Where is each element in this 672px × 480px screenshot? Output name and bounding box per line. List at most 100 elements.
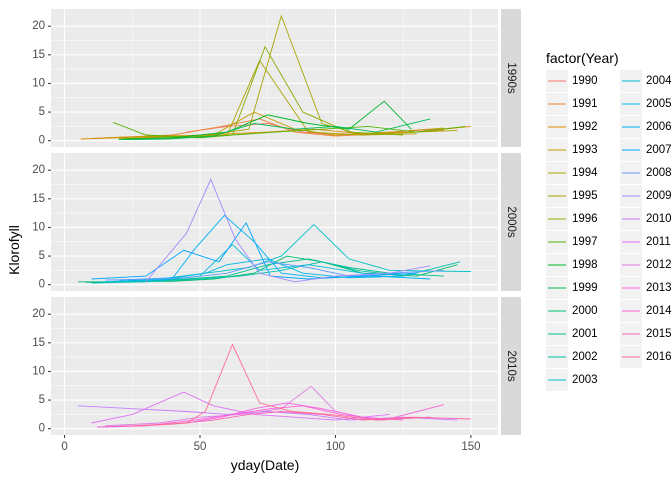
- legend-label: 1990: [572, 75, 598, 87]
- panel-2000s: [51, 153, 498, 291]
- legend-item-2005: 2005: [620, 93, 672, 115]
- legend-label: 2010: [646, 213, 672, 225]
- legend-item-2009: 2009: [620, 185, 672, 207]
- series-line-2007: [91, 221, 417, 280]
- series-line-1999: [118, 118, 431, 141]
- series-line-2004: [105, 243, 417, 283]
- y-tick-label: 15: [32, 337, 45, 349]
- series-line-1995: [145, 14, 417, 138]
- y-axes: 0 5 10 15 20 0 5 10 15 20 0 5 10 15 20: [32, 20, 51, 435]
- y-tick-label: 15: [32, 193, 45, 205]
- legend-title: factor(Year): [546, 50, 619, 66]
- legend-item-1994: 1994: [546, 162, 598, 184]
- legend-label: 2001: [572, 328, 598, 340]
- legend-label: 2002: [572, 351, 598, 363]
- legend-item-2001: 2001: [546, 323, 598, 345]
- facet-strip-label: 2000s: [505, 206, 517, 238]
- legend-label: 2008: [646, 167, 672, 179]
- legend-item-1996: 1996: [546, 208, 598, 230]
- y-tick-label: 10: [32, 77, 45, 89]
- x-tick-label: 100: [326, 441, 345, 453]
- legend-item-1995: 1995: [546, 185, 598, 207]
- legend-label: 2015: [646, 328, 672, 340]
- legend-item-1990: 1990: [546, 70, 598, 92]
- series-line-2016: [132, 343, 431, 427]
- legend-item-2003: 2003: [546, 369, 598, 391]
- legend-label: 1998: [572, 259, 598, 271]
- legend-label: 1999: [572, 282, 598, 294]
- legend-keys: 1990 1991 1992 1993 1994 1995 1996 1997 1998 1999…: [546, 70, 672, 391]
- legend-label: 2000: [572, 305, 598, 317]
- legend-label: 1997: [572, 236, 598, 248]
- legend-label: 2014: [646, 305, 672, 317]
- legend-label: 2006: [646, 121, 672, 133]
- x-tick-label: 0: [61, 441, 67, 453]
- y-tick-label: 5: [39, 106, 45, 118]
- x-tick-label: 50: [194, 441, 207, 453]
- legend-label: 2013: [646, 282, 672, 294]
- facet-strip-label: 2010s: [505, 350, 517, 382]
- panel-2010s: [51, 297, 498, 435]
- legend-label: 1995: [572, 190, 598, 202]
- legend: factor(Year) 199019911992199319941995199…: [546, 50, 672, 391]
- legend-item-1993: 1993: [546, 139, 598, 161]
- facet-strip-label: 1990s: [505, 62, 517, 94]
- legend-item-1998: 1998: [546, 254, 598, 276]
- facet-strip-2000s: [501, 153, 521, 291]
- legend-item-2008: 2008: [620, 162, 672, 184]
- facet-strips: 1990s 2000s 2010s: [501, 9, 521, 435]
- legend-item-2002: 2002: [546, 346, 598, 368]
- legend-label: 2012: [646, 259, 672, 271]
- legend-item-2012: 2012: [620, 254, 672, 276]
- y-tick-label: 5: [39, 394, 45, 406]
- y-tick-label: 0: [39, 423, 45, 435]
- facet-strip-2010s: [501, 297, 521, 435]
- series-line-2014: [102, 404, 444, 428]
- legend-item-2006: 2006: [620, 116, 672, 138]
- legend-item-1991: 1991: [546, 93, 598, 115]
- legend-item-2016: 2016: [620, 346, 672, 368]
- panel-background: [51, 153, 498, 291]
- series-line-2010: [78, 405, 458, 421]
- y-tick-label: 5: [39, 250, 45, 262]
- y-tick-label: 0: [39, 279, 45, 291]
- legend-item-2004: 2004: [620, 70, 672, 92]
- y-tick-label: 10: [32, 221, 45, 233]
- legend-item-2007: 2007: [620, 139, 672, 161]
- legend-item-2015: 2015: [620, 323, 672, 345]
- legend-label: 1991: [572, 98, 598, 110]
- legend-item-2014: 2014: [620, 300, 672, 322]
- panel-1990s: [51, 9, 498, 147]
- legend-item-1992: 1992: [546, 116, 598, 138]
- legend-item-2010: 2010: [620, 208, 672, 230]
- legend-label: 1993: [572, 144, 598, 156]
- legend-label: 2016: [646, 351, 672, 363]
- legend-label: 1996: [572, 213, 598, 225]
- legend-label: 1994: [572, 167, 598, 179]
- legend-label: 1992: [572, 121, 598, 133]
- x-axis: 0 50 100 150: [61, 435, 481, 453]
- series-line-2009: [145, 178, 431, 283]
- legend-label: 2009: [646, 190, 672, 202]
- series-line-1997: [113, 121, 466, 139]
- series-line-1998: [124, 100, 412, 140]
- legend-label: 2003: [572, 374, 598, 386]
- y-tick-label: 10: [32, 365, 45, 377]
- y-tick-label: 15: [32, 49, 45, 61]
- legend-item-2013: 2013: [620, 277, 672, 299]
- legend-item-2011: 2011: [620, 231, 671, 253]
- legend-label: 2007: [646, 144, 672, 156]
- y-tick-label: 20: [32, 308, 45, 320]
- y-axis-title: Klorofyll: [6, 225, 22, 275]
- plot-panels: [51, 9, 498, 435]
- facet-strip-1990s: [501, 9, 521, 147]
- legend-item-2000: 2000: [546, 300, 598, 322]
- x-tick-label: 150: [461, 441, 480, 453]
- y-tick-label: 0: [39, 135, 45, 147]
- y-tick-label: 20: [32, 20, 45, 32]
- legend-label: 2005: [646, 98, 672, 110]
- legend-item-1997: 1997: [546, 231, 598, 253]
- legend-label: 2011: [646, 236, 671, 248]
- panel-background: [51, 9, 498, 147]
